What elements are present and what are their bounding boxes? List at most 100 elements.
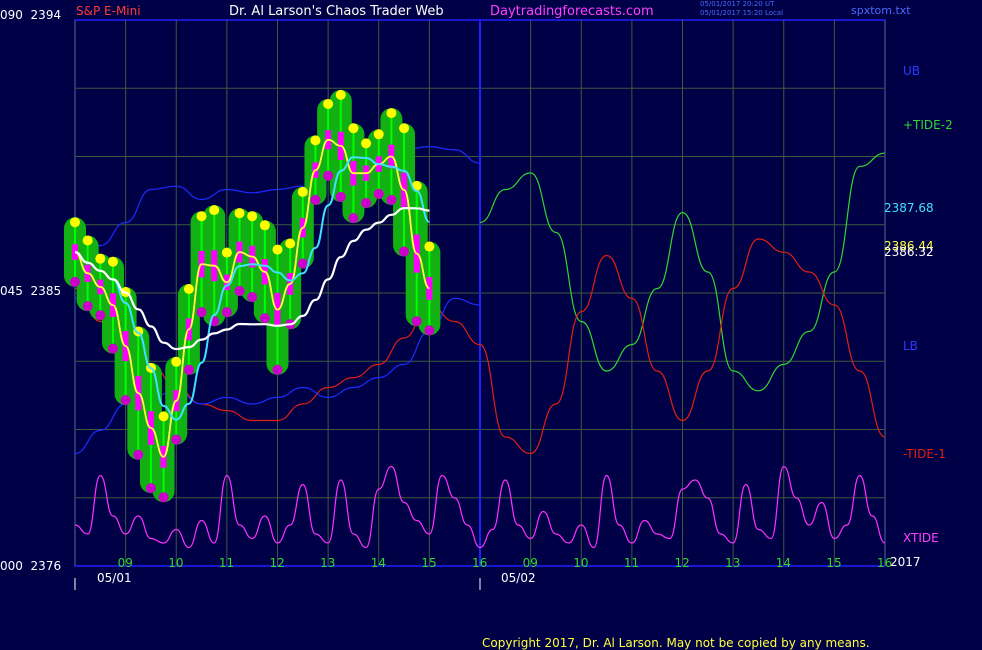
high-marker: [259, 220, 270, 231]
high-marker: [399, 123, 410, 134]
x-tick-label: 12: [269, 556, 285, 570]
date-label-day1: 05/01: [97, 571, 132, 585]
y-tick-bottom-price: 2376: [30, 559, 62, 573]
low-marker: [221, 307, 232, 318]
low-marker: [399, 246, 410, 257]
high-marker: [158, 411, 169, 422]
label-ub: UB: [903, 64, 921, 78]
timestamp-local: 05/01/2017 15:20 Local: [700, 9, 784, 17]
mid-average-line: [74, 156, 430, 421]
high-marker: [247, 211, 258, 222]
low-marker: [158, 492, 169, 503]
high-marker: [310, 135, 321, 146]
high-marker: [361, 138, 372, 149]
y-tick-top-price: 2394: [30, 8, 62, 22]
high-marker: [107, 256, 118, 267]
low-marker: [259, 313, 270, 324]
high-marker: [297, 186, 308, 197]
y-tick-mid-price: 2385: [30, 284, 62, 298]
low-marker: [234, 285, 245, 296]
low-marker: [247, 292, 258, 302]
site-link[interactable]: Daytradingforecasts.com: [490, 4, 654, 19]
high-marker: [95, 253, 106, 264]
date-label-day2: 05/02: [501, 571, 536, 585]
low-marker: [120, 395, 131, 406]
label-tide-plus: +TIDE-2: [903, 118, 953, 132]
high-marker: [209, 205, 220, 216]
x-tick-label: 16: [877, 556, 893, 570]
year-label: 2017: [890, 555, 921, 569]
y-tick-top-label: 090: [0, 8, 23, 22]
x-tick-label: 10: [573, 556, 589, 570]
y-tick-bottom: 000 2376: [0, 559, 61, 573]
low-marker: [183, 364, 194, 375]
low-marker: [310, 194, 321, 205]
low-marker: [373, 188, 384, 199]
x-tick-label: 15: [826, 556, 842, 570]
low-marker: [386, 194, 397, 205]
high-marker: [348, 123, 359, 134]
timestamp-ut: 05/01/2017 20:20 UT: [700, 0, 775, 8]
source-file: spxtom.txt: [851, 4, 911, 17]
low-marker: [348, 213, 359, 224]
label-xtide: XTIDE: [903, 531, 939, 545]
high-marker: [70, 217, 80, 228]
low-marker: [323, 170, 334, 181]
ticker-label: S&P E-Mini: [76, 4, 141, 18]
slow-average-line: [74, 207, 430, 351]
low-marker: [107, 343, 118, 354]
low-marker: [297, 258, 308, 269]
high-marker: [373, 129, 384, 140]
x-tick-label: 10: [168, 556, 184, 570]
x-tick-label: 16: [472, 556, 488, 570]
low-marker: [133, 449, 144, 460]
low-marker: [335, 191, 346, 202]
value-slow-avg: 2386.32: [884, 245, 934, 259]
high-marker: [272, 244, 283, 255]
high-marker: [335, 89, 346, 100]
x-tick-label: 09: [117, 556, 133, 570]
copyright-notice: Copyright 2017, Dr. Al Larson. May not b…: [482, 636, 870, 650]
high-marker: [171, 356, 182, 367]
x-tick-label: 15: [421, 556, 437, 570]
high-marker: [183, 284, 194, 294]
low-marker: [70, 276, 80, 287]
x-tick-label: 09: [522, 556, 538, 570]
low-marker: [95, 310, 106, 321]
chart-title: Dr. Al Larson's Chaos Trader Web: [229, 4, 444, 19]
high-marker: [285, 238, 296, 249]
fast-average-line: [74, 138, 430, 458]
high-marker: [424, 241, 435, 252]
low-marker: [424, 325, 435, 336]
high-marker: [234, 208, 245, 219]
high-marker: [323, 98, 334, 109]
high-marker: [82, 235, 93, 246]
low-marker: [411, 316, 422, 327]
x-tick-label: 12: [674, 556, 690, 570]
value-fast-avg: 2386.44: [884, 239, 934, 253]
y-tick-bottom-label: 000: [0, 559, 23, 573]
y-tick-mid: 045 2385: [0, 284, 61, 298]
low-marker: [82, 301, 93, 312]
y-tick-mid-label: 045: [0, 284, 23, 298]
x-tick-label: 13: [725, 556, 741, 570]
x-tick-label: 14: [370, 556, 387, 570]
high-marker: [196, 211, 207, 222]
label-tide-minus: -TIDE-1: [903, 447, 946, 461]
series-xtide: [74, 465, 886, 549]
low-marker: [272, 364, 283, 375]
x-tick-label: 14: [775, 556, 792, 570]
low-marker: [171, 434, 182, 445]
series--tide-2: [479, 152, 886, 392]
low-marker: [145, 483, 156, 494]
high-marker: [221, 247, 232, 258]
low-marker: [196, 307, 207, 318]
series--tide-1: [74, 238, 886, 455]
value-mid-avg: 2387.68: [884, 201, 934, 215]
label-lb: LB: [903, 339, 918, 353]
x-tick-label: 11: [623, 556, 640, 570]
low-marker: [361, 197, 372, 208]
y-tick-top: 090 2394: [0, 8, 61, 22]
x-tick-label: 13: [320, 556, 336, 570]
